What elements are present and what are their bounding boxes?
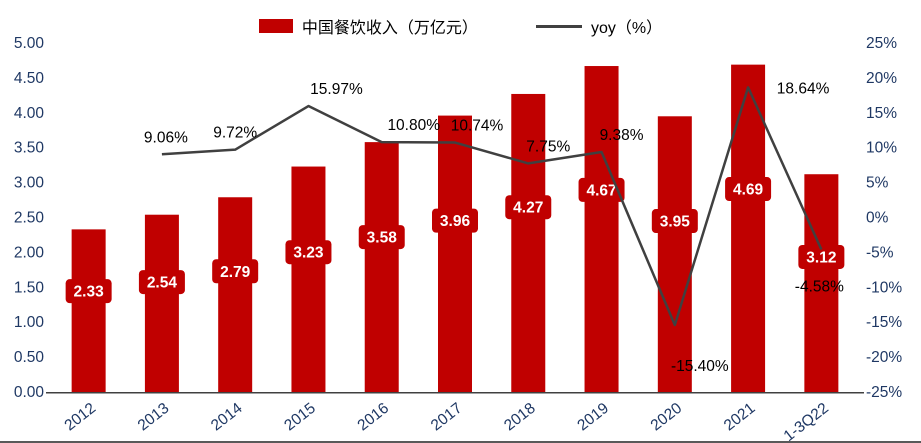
yoy-point-label: 9.38% — [600, 127, 644, 144]
left-axis-tick: 2.50 — [14, 210, 45, 227]
right-axis-tick: -15% — [866, 314, 902, 331]
x-axis-label-2016: 2016 — [355, 400, 393, 435]
right-axis-tick: -20% — [866, 349, 902, 366]
bar-value-chip — [358, 225, 405, 250]
yoy-point-label: 18.64% — [777, 80, 830, 97]
left-axis-tick: 1.00 — [14, 314, 45, 331]
x-axis-label-2017: 2017 — [428, 400, 466, 435]
bar-value-chip — [432, 208, 478, 233]
legend-label-yoy: yoy（%） — [590, 20, 663, 37]
x-axis-label-1-3Q22: 1-3Q22 — [781, 400, 832, 443]
bar-value-label: 3.95 — [660, 214, 691, 231]
x-axis-label-2013: 2013 — [135, 400, 173, 435]
bar-1-3Q22 — [804, 174, 839, 392]
left-axis-tick: 0.00 — [14, 384, 45, 401]
bar-2020 — [657, 116, 692, 392]
bar-value-label: 3.58 — [367, 230, 398, 247]
yoy-point-label: 9.06% — [144, 129, 188, 146]
bar-2016 — [364, 142, 399, 392]
yoy-point-label: 7.75% — [526, 138, 570, 155]
bar-value-chip — [651, 209, 698, 234]
bar-value-label: 3.12 — [806, 249, 836, 266]
left-axis-tick: 1.50 — [14, 279, 45, 296]
yoy-point-label: 10.74% — [451, 118, 504, 135]
line-series-swatch — [535, 24, 582, 28]
left-axis-tick: 5.00 — [14, 35, 45, 52]
legend: 中国餐饮收入（万亿元） yoy（%） — [0, 14, 921, 38]
bar-value-label: 4.67 — [586, 182, 616, 199]
legend-label-revenue: 中国餐饮收入（万亿元） — [301, 20, 478, 37]
bar-value-chip — [798, 244, 845, 269]
bar-2021 — [731, 64, 766, 392]
x-axis-label-2020: 2020 — [648, 400, 686, 435]
bar-value-label: 4.69 — [733, 182, 764, 199]
bar-2012 — [71, 229, 106, 392]
right-axis-tick: 25% — [866, 35, 897, 52]
bar-value-chip — [578, 177, 625, 202]
bar-value-chip — [725, 177, 772, 202]
left-axis-tick: 3.00 — [14, 175, 45, 192]
x-axis-label-2015: 2015 — [281, 400, 319, 435]
bar-2014 — [218, 197, 253, 392]
bar-value-chip — [505, 195, 552, 220]
right-axis-tick: 20% — [866, 70, 897, 87]
bar-value-chip — [212, 259, 259, 284]
yoy-point-label: 9.72% — [213, 125, 257, 142]
legend-item-revenue[interactable]: 中国餐饮收入（万亿元） — [258, 14, 478, 38]
left-axis-tick: 2.00 — [14, 244, 45, 261]
x-axis-label-2019: 2019 — [574, 400, 612, 435]
right-axis-tick: -25% — [866, 384, 902, 401]
left-axis-tick: 4.50 — [14, 70, 45, 87]
left-axis-tick: 4.00 — [14, 105, 45, 122]
bar-value-label: 2.33 — [74, 284, 105, 301]
bar-value-label: 4.27 — [513, 200, 543, 217]
bar-value-chip — [138, 270, 185, 295]
right-axis-tick: 0% — [866, 210, 889, 227]
right-axis-tick: 10% — [866, 140, 897, 157]
bar-2015 — [291, 166, 326, 392]
left-axis-tick: 0.50 — [14, 349, 45, 366]
yoy-point-label: 15.97% — [310, 81, 363, 98]
legend-item-yoy[interactable]: yoy（%） — [535, 14, 663, 38]
x-axis-label-2018: 2018 — [501, 400, 539, 435]
bar-2013 — [144, 214, 179, 392]
x-axis-label-2012: 2012 — [61, 400, 99, 435]
right-axis-tick: 5% — [866, 175, 889, 192]
bar-value-label: 3.23 — [293, 245, 324, 262]
left-axis-tick: 3.50 — [14, 140, 45, 157]
bar-value-label: 2.79 — [220, 264, 251, 281]
yoy-point-label: -4.58% — [795, 278, 844, 295]
bar-2018 — [511, 93, 546, 392]
right-axis-tick: 15% — [866, 105, 897, 122]
bar-value-label: 2.54 — [147, 275, 178, 292]
bar-2017 — [438, 115, 472, 392]
right-axis-tick: -10% — [866, 279, 902, 296]
bar-value-label: 3.96 — [440, 213, 471, 230]
bar-2019 — [584, 66, 619, 392]
x-axis-label-2014: 2014 — [208, 400, 246, 435]
x-axis-label-2021: 2021 — [721, 400, 759, 435]
page-bottom-rule — [0, 441, 921, 443]
bar-value-chip — [285, 240, 332, 265]
yoy-point-label: -15.40% — [671, 358, 729, 375]
right-axis-tick: -5% — [866, 244, 894, 261]
bar-value-chip — [65, 279, 112, 304]
yoy-point-label: 10.80% — [387, 117, 440, 134]
bar-series-swatch — [258, 19, 293, 33]
yoy-line — [161, 86, 823, 327]
